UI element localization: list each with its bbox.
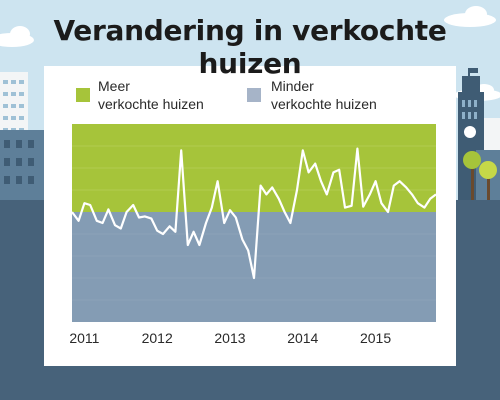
x-tick-label: 2014 [287,330,318,346]
legend: Meer verkochte huizen Minder verkochte h… [76,78,377,112]
legend-swatch-more [76,88,90,102]
tree-icon [479,161,497,206]
series-line [71,147,437,280]
cloud-icon [0,26,34,47]
legend-label-more-line1: Meer [98,78,130,94]
legend-label-less-line2: verkochte huizen [271,96,377,112]
legend-swatch-less [247,88,261,102]
x-tick-label: 2012 [142,330,173,346]
plot-area [71,124,437,322]
cloud-icon [444,6,496,27]
tree-icon [463,151,481,204]
x-tick-label: 2011 [69,330,99,346]
x-tick-label: 2013 [214,330,245,346]
x-tick-label: 2015 [360,330,391,346]
legend-label-less-line1: Minder [271,78,314,94]
page-title: Verandering in verkochte huizen [53,14,447,80]
legend-label-more-line2: verkochte huizen [98,96,204,112]
clock-icon [464,126,476,138]
x-axis: 2011 2012 2013 2014 2015 [69,330,391,346]
